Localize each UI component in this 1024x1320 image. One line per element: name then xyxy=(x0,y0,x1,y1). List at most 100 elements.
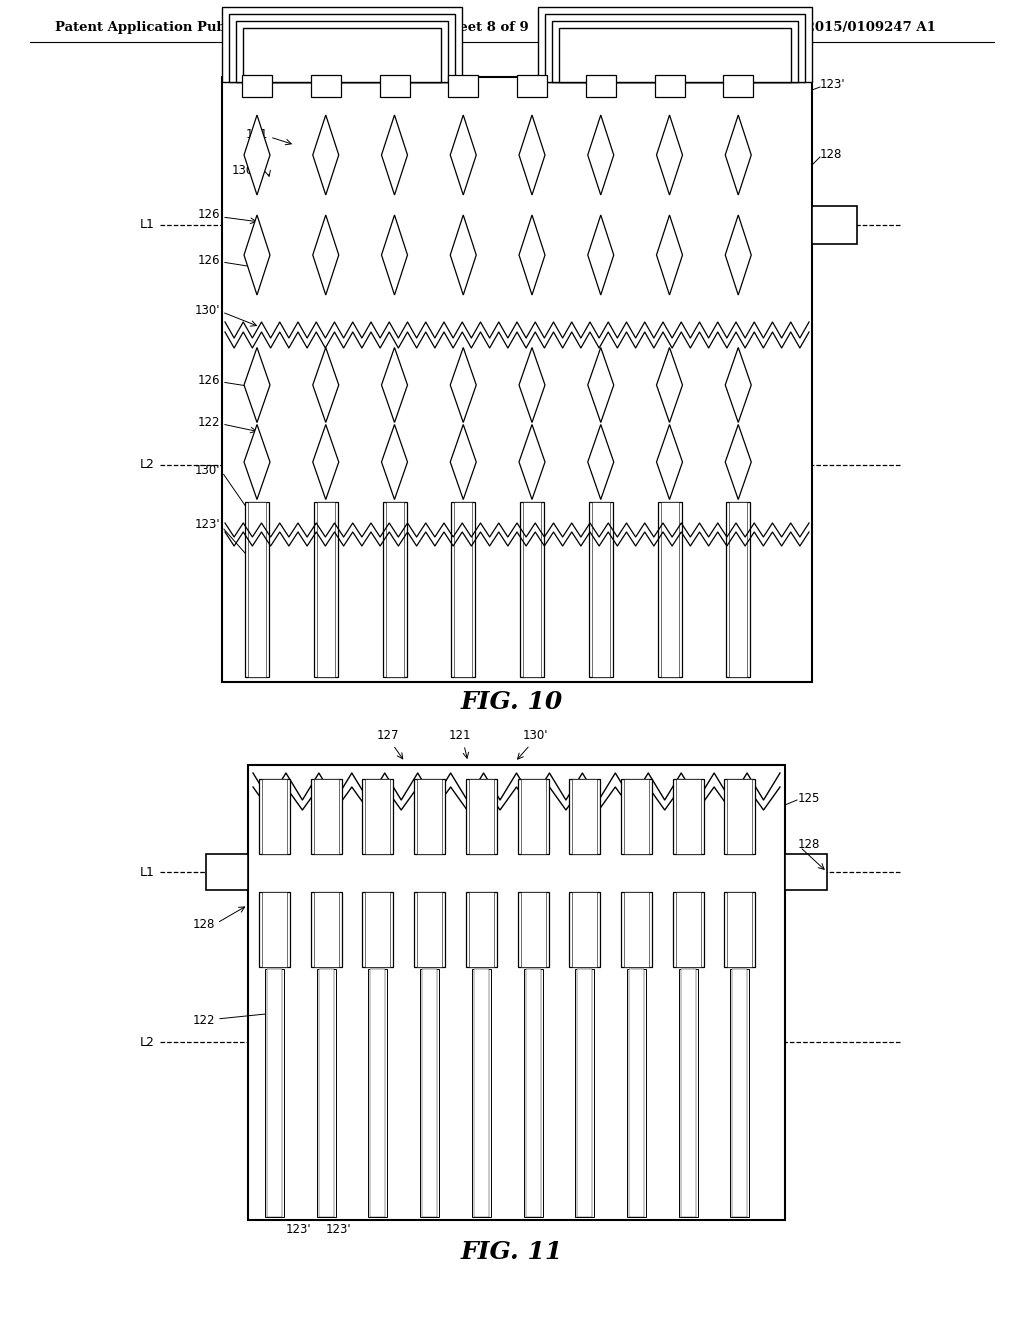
Polygon shape xyxy=(519,425,545,499)
Text: 126: 126 xyxy=(198,253,220,267)
Polygon shape xyxy=(312,347,339,422)
Bar xyxy=(523,502,541,677)
Bar xyxy=(206,854,248,890)
Text: 122: 122 xyxy=(198,416,220,429)
Text: 127: 127 xyxy=(377,729,399,742)
Bar xyxy=(362,779,393,854)
Bar xyxy=(371,969,385,1217)
Bar xyxy=(673,892,703,968)
Polygon shape xyxy=(588,115,613,195)
Bar xyxy=(417,892,442,968)
Bar xyxy=(222,7,462,82)
Bar xyxy=(727,779,753,854)
Bar xyxy=(262,892,287,968)
Bar xyxy=(660,502,679,677)
Bar xyxy=(242,75,272,96)
Bar xyxy=(673,779,703,854)
Polygon shape xyxy=(312,425,339,499)
Bar xyxy=(229,15,455,82)
Bar xyxy=(362,892,393,968)
Bar xyxy=(525,969,541,1217)
Bar xyxy=(724,779,756,854)
Polygon shape xyxy=(451,115,476,195)
Bar xyxy=(259,779,290,854)
Bar xyxy=(310,892,342,968)
Bar xyxy=(380,75,410,96)
Bar xyxy=(310,75,341,96)
Text: 130': 130' xyxy=(232,164,257,177)
Bar xyxy=(629,969,644,1217)
Text: L2: L2 xyxy=(140,458,155,471)
Bar xyxy=(520,779,546,854)
Bar xyxy=(248,502,266,677)
Polygon shape xyxy=(519,115,545,195)
Bar xyxy=(785,854,827,890)
Bar xyxy=(310,779,342,854)
Bar xyxy=(624,892,649,968)
Bar xyxy=(520,892,546,968)
Bar xyxy=(569,892,600,968)
Polygon shape xyxy=(382,115,408,195)
Bar xyxy=(538,7,812,82)
Text: Patent Application Publication: Patent Application Publication xyxy=(55,21,282,33)
Bar xyxy=(732,969,748,1217)
Text: 121: 121 xyxy=(246,128,268,141)
Bar xyxy=(545,15,805,82)
Bar xyxy=(313,502,338,677)
Polygon shape xyxy=(312,215,339,294)
Bar xyxy=(724,892,756,968)
Text: 121: 121 xyxy=(449,729,471,742)
Bar xyxy=(472,969,490,1217)
Bar xyxy=(520,502,544,677)
Polygon shape xyxy=(725,215,752,294)
Text: 123': 123' xyxy=(326,1224,351,1236)
Bar xyxy=(383,502,407,677)
Bar xyxy=(366,892,390,968)
Bar xyxy=(578,969,592,1217)
Bar xyxy=(466,779,497,854)
Bar xyxy=(552,21,798,82)
Bar xyxy=(313,892,339,968)
Polygon shape xyxy=(312,115,339,195)
Bar xyxy=(222,77,812,682)
Text: 125: 125 xyxy=(798,792,820,804)
Bar xyxy=(726,502,751,677)
Bar xyxy=(420,969,439,1217)
Text: 128: 128 xyxy=(820,149,843,161)
Bar xyxy=(265,969,284,1217)
Text: 123': 123' xyxy=(820,78,846,91)
Bar xyxy=(654,75,684,96)
Polygon shape xyxy=(656,215,683,294)
Bar xyxy=(414,892,445,968)
Polygon shape xyxy=(451,347,476,422)
Bar xyxy=(523,969,543,1217)
Bar xyxy=(469,892,494,968)
Bar xyxy=(621,892,652,968)
Polygon shape xyxy=(588,425,613,499)
Polygon shape xyxy=(244,215,270,294)
Text: FIG. 10: FIG. 10 xyxy=(461,690,563,714)
Text: Apr. 23, 2015  Sheet 8 of 9: Apr. 23, 2015 Sheet 8 of 9 xyxy=(332,21,528,33)
Polygon shape xyxy=(725,115,752,195)
Text: FIG. 11: FIG. 11 xyxy=(461,1239,563,1265)
Polygon shape xyxy=(451,425,476,499)
Bar xyxy=(729,502,748,677)
Bar xyxy=(369,969,387,1217)
Bar xyxy=(248,766,785,1220)
Polygon shape xyxy=(244,347,270,422)
Polygon shape xyxy=(519,347,545,422)
Bar xyxy=(474,969,488,1217)
Bar xyxy=(318,969,334,1217)
Bar xyxy=(812,206,857,244)
Bar xyxy=(676,892,700,968)
Polygon shape xyxy=(725,347,752,422)
Bar xyxy=(727,892,753,968)
Bar xyxy=(313,779,339,854)
Bar xyxy=(466,892,497,968)
Bar xyxy=(517,779,549,854)
Bar xyxy=(679,969,697,1217)
Bar xyxy=(681,969,695,1217)
Text: L2: L2 xyxy=(140,1035,155,1048)
Bar xyxy=(627,969,646,1217)
Bar xyxy=(414,779,445,854)
